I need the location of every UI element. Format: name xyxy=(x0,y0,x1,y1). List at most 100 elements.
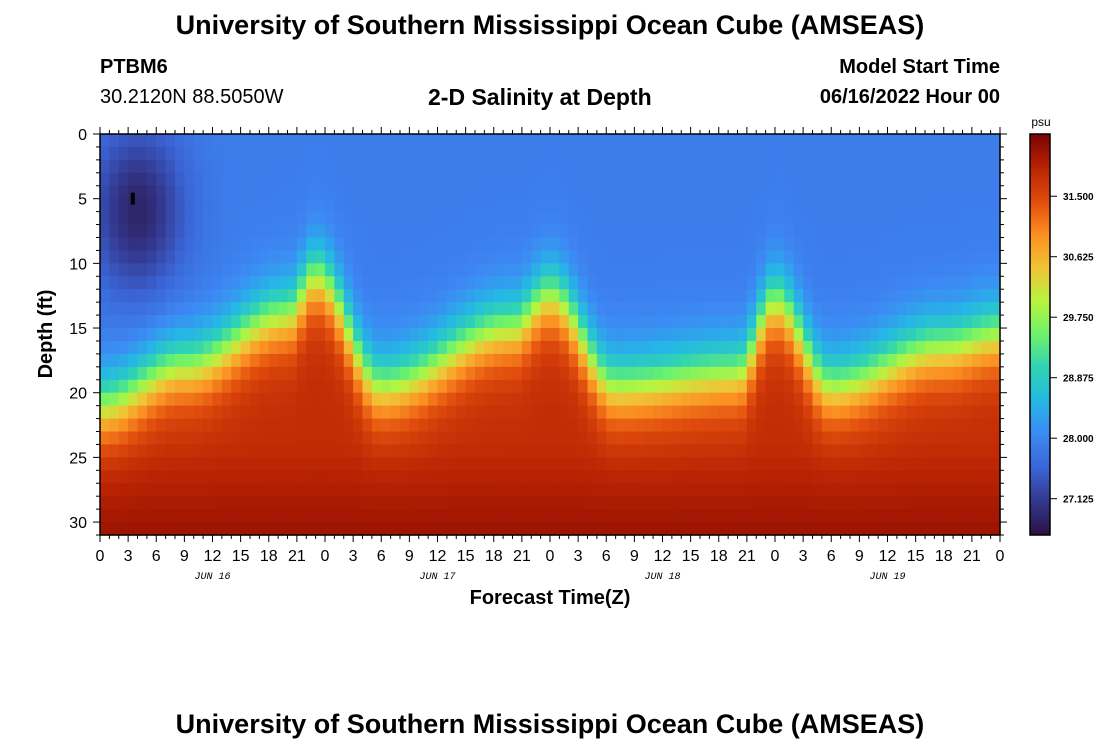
heatmap-cell xyxy=(896,431,907,446)
heatmap-cell xyxy=(925,483,935,497)
heatmap-cell xyxy=(737,509,748,523)
heatmap-cell xyxy=(118,418,129,433)
heatmap-cell xyxy=(512,134,523,148)
heatmap-cell xyxy=(400,328,410,342)
heatmap-cell xyxy=(287,379,298,394)
heatmap-cell xyxy=(812,328,823,342)
heatmap-cell xyxy=(896,224,907,239)
heatmap-cell xyxy=(278,276,289,290)
heatmap-cell xyxy=(550,302,560,316)
heatmap-cell xyxy=(971,146,982,161)
heatmap-cell xyxy=(606,159,617,174)
heatmap-cell xyxy=(756,315,767,329)
heatmap-cell xyxy=(775,198,785,213)
heatmap-cell xyxy=(728,522,739,536)
heatmap-cell xyxy=(371,496,382,510)
heatmap-cell xyxy=(306,405,317,420)
heatmap-cell xyxy=(981,444,992,458)
heatmap-cell xyxy=(362,522,373,536)
heatmap-cell xyxy=(793,134,804,148)
heatmap-cell xyxy=(184,159,195,174)
heatmap-cell xyxy=(906,302,917,316)
heatmap-cell xyxy=(446,418,457,433)
heatmap-cell xyxy=(418,250,429,264)
heatmap-cell xyxy=(418,172,429,187)
heatmap-cell xyxy=(334,224,345,239)
heatmap-cell xyxy=(437,134,448,148)
heatmap-cell xyxy=(240,315,251,329)
heatmap-cell xyxy=(934,185,945,200)
heatmap-cell xyxy=(953,470,964,484)
heatmap-cell xyxy=(578,276,589,290)
heatmap-cell xyxy=(381,405,392,420)
heatmap-cell xyxy=(887,302,898,316)
heatmap-cell xyxy=(709,328,720,342)
heatmap-cell xyxy=(981,185,992,200)
heatmap-cell xyxy=(137,224,148,239)
heatmap-cell xyxy=(100,134,110,148)
heatmap-cell xyxy=(625,457,635,471)
heatmap-cell xyxy=(250,353,260,368)
heatmap-cell xyxy=(971,224,982,239)
heatmap-cell xyxy=(184,366,195,381)
heatmap-cell xyxy=(578,315,589,329)
heatmap-cell xyxy=(503,289,514,303)
heatmap-cell xyxy=(568,263,579,277)
x-tick-label: 21 xyxy=(288,548,306,565)
heatmap-cell xyxy=(690,431,701,446)
heatmap-cell xyxy=(653,457,664,471)
heatmap-cell xyxy=(943,276,954,290)
heatmap-cell xyxy=(456,470,467,484)
heatmap-cell xyxy=(887,146,898,161)
heatmap-cell xyxy=(775,509,785,523)
heatmap-cell xyxy=(878,379,889,394)
heatmap-cell xyxy=(437,211,448,226)
heatmap-cell xyxy=(681,366,692,381)
heatmap-cell xyxy=(212,379,223,394)
heatmap-cell xyxy=(887,276,898,290)
heatmap-cell xyxy=(118,146,129,161)
heatmap-cell xyxy=(653,159,664,174)
heatmap-cell xyxy=(690,444,701,458)
heatmap-cell xyxy=(765,379,776,394)
heatmap-cell xyxy=(475,392,485,407)
heatmap-cell xyxy=(475,250,485,264)
heatmap-cell xyxy=(746,392,757,407)
heatmap-cell xyxy=(746,315,757,329)
station-id: PTBM6 xyxy=(100,56,168,78)
heatmap-cell xyxy=(193,315,204,329)
heatmap-cell xyxy=(934,224,945,239)
heatmap-cell xyxy=(700,172,710,187)
heatmap-cell xyxy=(193,509,204,523)
heatmap-cell xyxy=(418,211,429,226)
heatmap-cell xyxy=(165,328,176,342)
heatmap-cell xyxy=(746,457,757,471)
heatmap-cell xyxy=(709,134,720,148)
heatmap-cell xyxy=(446,134,457,148)
heatmap-cell xyxy=(362,366,373,381)
heatmap-cell xyxy=(803,379,814,394)
heatmap-cell xyxy=(559,509,570,523)
heatmap-cell xyxy=(709,353,720,368)
heatmap-cell xyxy=(521,302,532,316)
heatmap-cell xyxy=(709,211,720,226)
heatmap-cell xyxy=(137,134,148,148)
heatmap-cell xyxy=(128,522,139,536)
heatmap-cell xyxy=(596,379,607,394)
heatmap-cell xyxy=(100,405,110,420)
heatmap-cell xyxy=(793,328,804,342)
heatmap-cell xyxy=(390,457,401,471)
heatmap-cell xyxy=(587,224,598,239)
heatmap-cell xyxy=(775,444,785,458)
heatmap-cell xyxy=(765,134,776,148)
heatmap-cell xyxy=(756,444,767,458)
heatmap-cell xyxy=(287,418,298,433)
heatmap-cell xyxy=(662,340,673,355)
heatmap-cell xyxy=(718,457,729,471)
heatmap-cell xyxy=(118,289,129,303)
heatmap-cell xyxy=(831,315,842,329)
heatmap-cell xyxy=(446,198,457,213)
heatmap-cell xyxy=(278,509,289,523)
heatmap-cell xyxy=(465,237,476,252)
heatmap-cell xyxy=(531,211,542,226)
